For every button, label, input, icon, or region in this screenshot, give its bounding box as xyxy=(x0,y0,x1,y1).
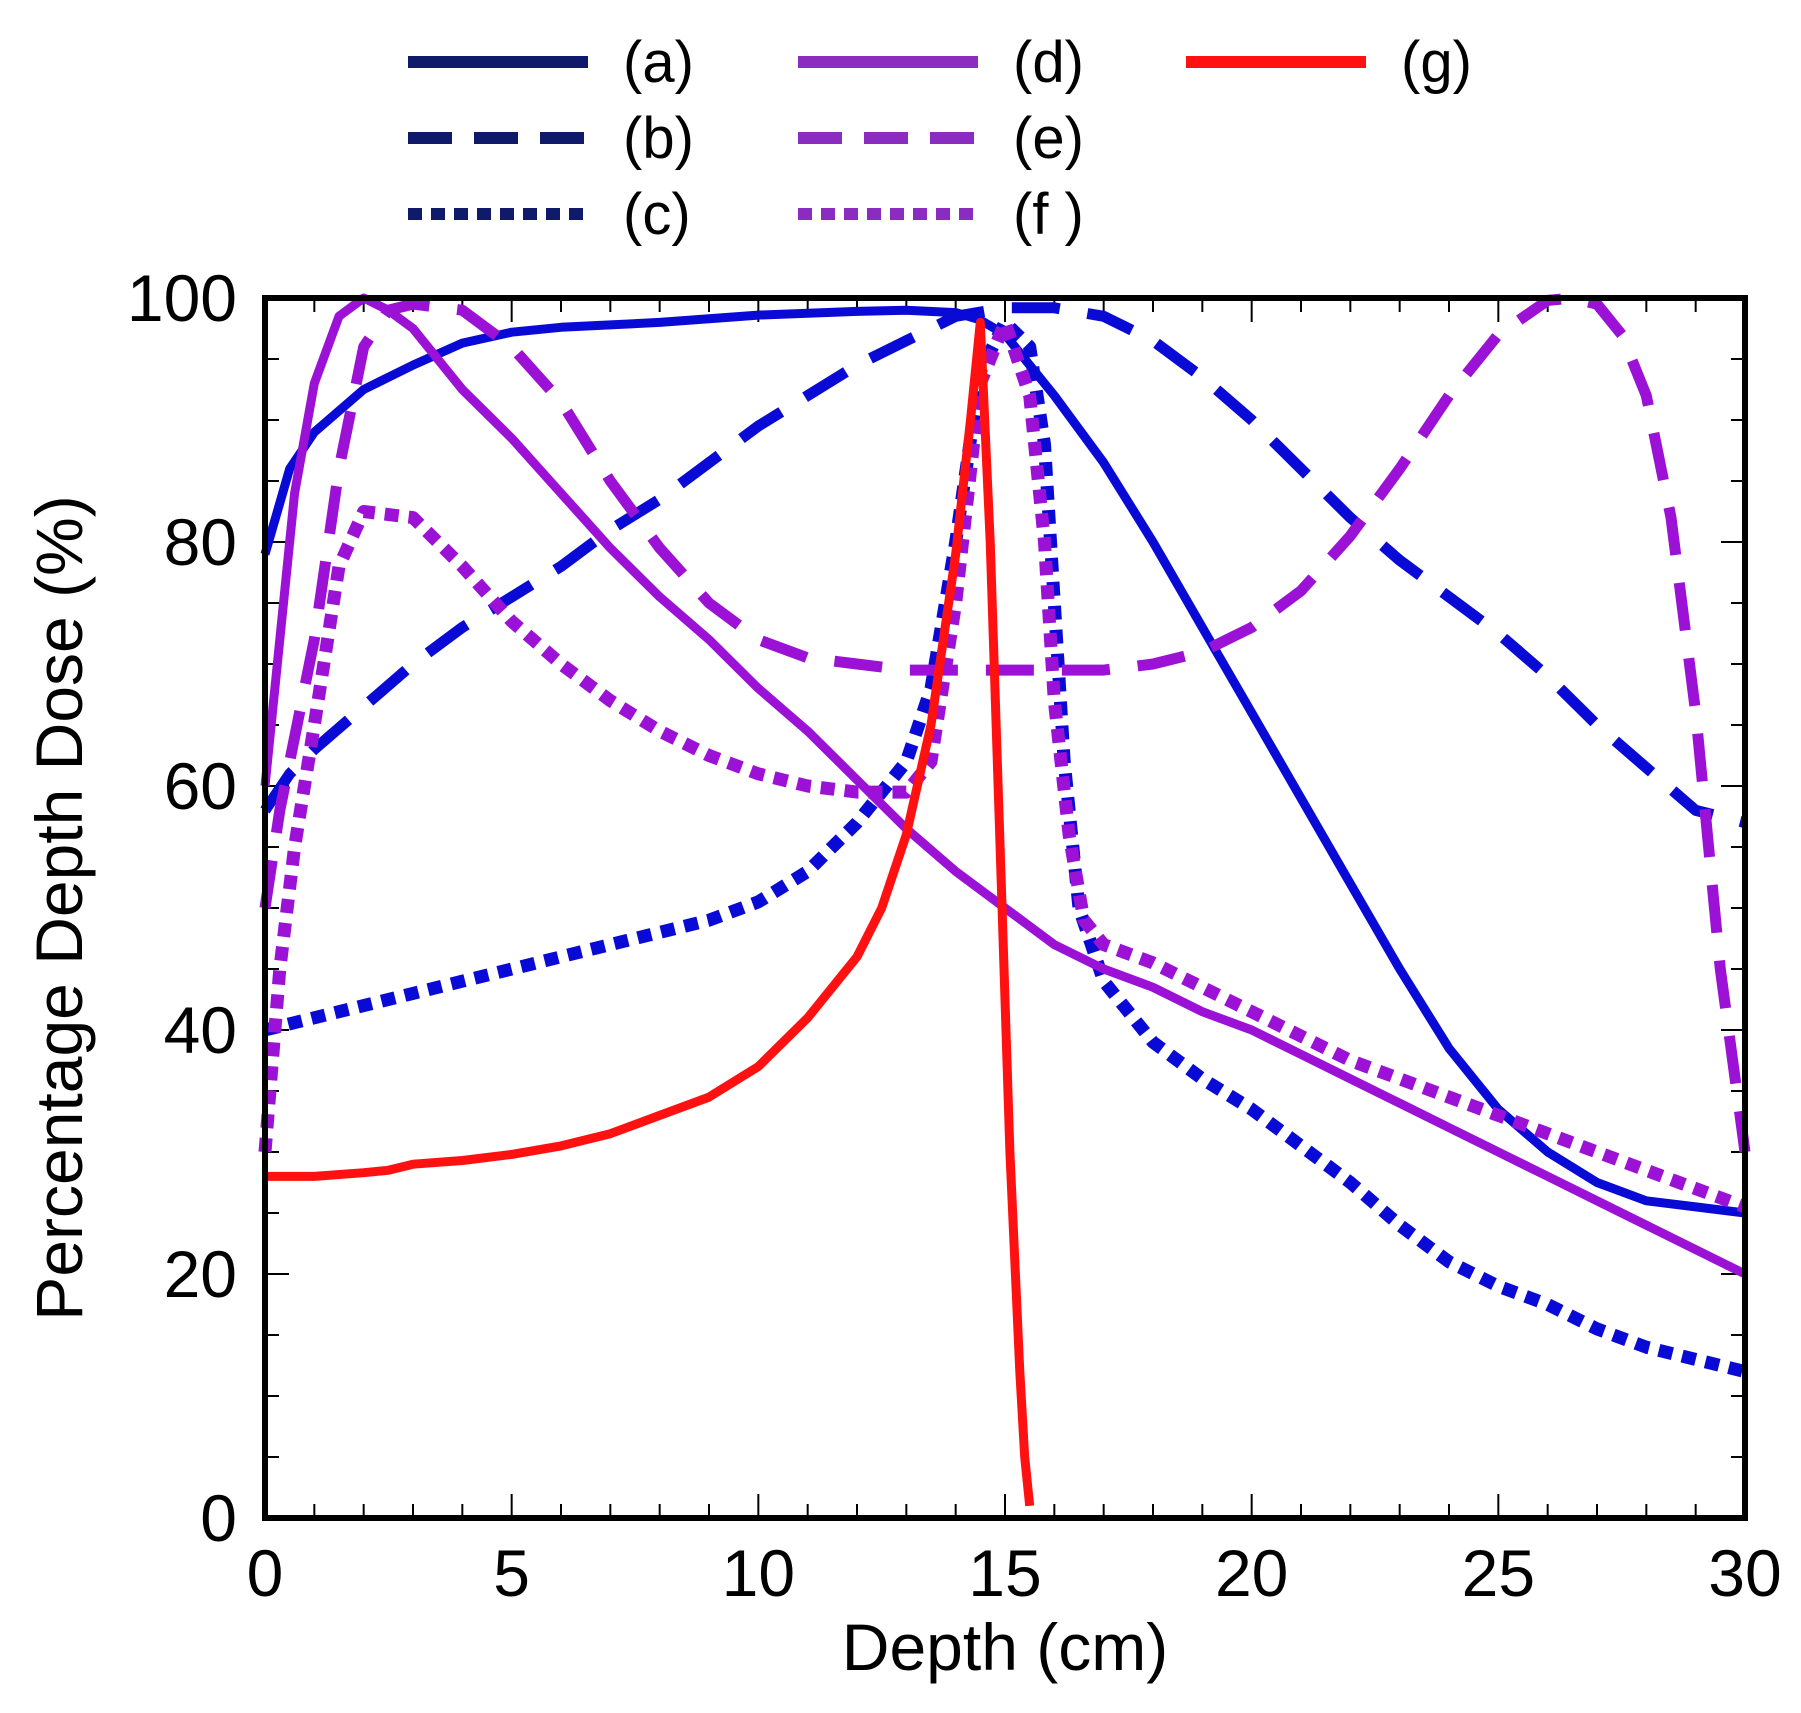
series-line-f xyxy=(258,315,1748,1213)
series-line-b xyxy=(260,302,1747,828)
x-tick-label: 20 xyxy=(1215,1536,1288,1610)
legend-item-g: (g) xyxy=(1186,30,1472,95)
x-tick-label: 0 xyxy=(247,1536,284,1610)
x-tick-label: 10 xyxy=(722,1536,795,1610)
legend-item-d: (d) xyxy=(798,30,1084,95)
x-tick-label: 5 xyxy=(493,1536,530,1610)
legend-label: (f ) xyxy=(1013,182,1084,247)
series-line-a xyxy=(260,305,1746,1218)
legend-label: (b) xyxy=(623,106,694,171)
legend-item-e: (e) xyxy=(798,106,1084,171)
x-tick-label: 30 xyxy=(1708,1536,1781,1610)
series-line-c xyxy=(263,315,1747,1378)
y-tick-label: 80 xyxy=(164,505,237,579)
y-axis-title: Percentage Depth Dose (%) xyxy=(22,495,96,1320)
y-tick-label: 20 xyxy=(164,1237,237,1311)
y-tick-label: 0 xyxy=(200,1481,237,1555)
series-line-e xyxy=(259,292,1751,1153)
legend-item-f: (f ) xyxy=(798,182,1084,247)
x-tick-label: 25 xyxy=(1462,1536,1535,1610)
legend-label: (c) xyxy=(623,182,691,247)
legend-label: (g) xyxy=(1401,30,1472,95)
y-tick-label: 60 xyxy=(164,749,237,823)
series-line-g xyxy=(265,317,1035,1507)
x-tick-labels: 0 5 10 15 20 25 30 xyxy=(247,1536,1782,1610)
legend-item-b: (b) xyxy=(408,106,694,171)
legend-label: (e) xyxy=(1013,106,1084,171)
legend-item-a: (a) xyxy=(408,30,694,95)
legend-label: (d) xyxy=(1013,30,1084,95)
x-tick-label: 15 xyxy=(968,1536,1041,1610)
y-tick-label: 100 xyxy=(127,261,237,335)
plot-frame xyxy=(262,295,1748,1521)
legend-item-c: (c) xyxy=(408,182,691,247)
plot-area xyxy=(258,292,1751,1507)
y-tick-labels: 0 20 40 60 80 100 xyxy=(127,261,237,1555)
legend: (a) (b) (c) (d) (e) (f ) (g) xyxy=(408,30,1472,247)
y-tick-label: 40 xyxy=(164,993,237,1067)
legend-label: (a) xyxy=(623,30,694,95)
x-axis-title: Depth (cm) xyxy=(842,1610,1168,1684)
